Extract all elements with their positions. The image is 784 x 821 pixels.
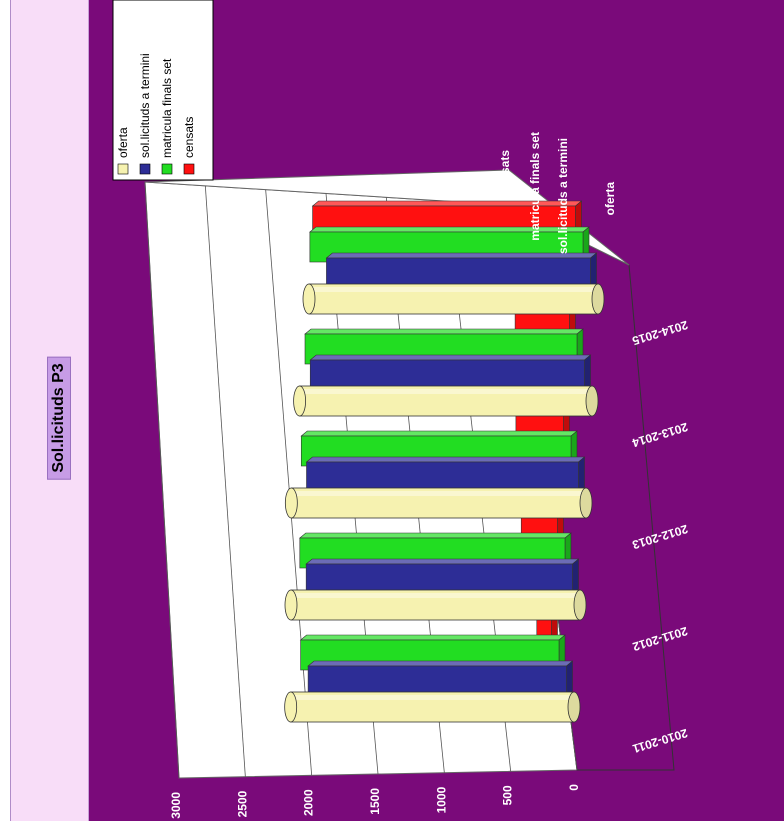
bar-end-face bbox=[572, 558, 579, 595]
gridline bbox=[204, 185, 246, 777]
legend-label: oferta bbox=[116, 127, 130, 158]
legend: oferta sol.licituds a termini matricula fi… bbox=[112, 0, 214, 181]
value-tick-label: 1000 bbox=[434, 786, 448, 813]
legend-label: matricula finals set bbox=[160, 58, 174, 158]
depth-label: oferta bbox=[603, 182, 617, 216]
page-title: Sol.licituds P3 bbox=[47, 356, 71, 480]
bar-sol-licituds-a-termini-2011-2012 bbox=[305, 558, 580, 595]
value-tick-label: 0 bbox=[567, 784, 581, 791]
bar-top bbox=[309, 354, 592, 361]
legend-label: sol.licituds a termini bbox=[138, 53, 152, 158]
bar-oferta-2012-2013 bbox=[284, 487, 593, 519]
chart-svg: 0500100015002000250030002010-20112011-20… bbox=[89, 0, 784, 821]
bar-highlight bbox=[309, 287, 598, 292]
bar-top bbox=[309, 226, 590, 233]
bar-top bbox=[305, 456, 586, 463]
bar-oferta-2014-2015 bbox=[302, 283, 605, 315]
gridline bbox=[265, 189, 313, 776]
left-panel: Sol.licituds P3 bbox=[10, 0, 89, 821]
chart-area: 0 500 1000 1500 2000 2500 3000 2010-2011 2011-20… bbox=[89, 0, 784, 821]
bar-top bbox=[298, 532, 572, 539]
value-tick-label: 2000 bbox=[302, 789, 316, 816]
bar-front bbox=[309, 359, 585, 391]
bar-highlight bbox=[291, 491, 586, 496]
bar-end bbox=[293, 385, 307, 417]
bar-top bbox=[304, 328, 584, 335]
depth-label: matricula finals set bbox=[528, 132, 542, 241]
bar-end-face bbox=[590, 252, 597, 289]
bar-end bbox=[284, 691, 298, 723]
bar-end bbox=[284, 589, 298, 621]
bar-end-face bbox=[584, 354, 591, 391]
gridline bbox=[144, 181, 180, 779]
bar-cap bbox=[573, 589, 587, 621]
value-tick-label: 500 bbox=[501, 785, 515, 805]
bar-end-face bbox=[578, 456, 585, 493]
legend-label: censats bbox=[182, 117, 196, 158]
bar-sol-licituds-a-termini-2014-2015 bbox=[325, 252, 598, 289]
legend-swatch bbox=[117, 163, 129, 175]
bar-oferta-2013-2014 bbox=[293, 385, 599, 417]
bar-sol-licituds-a-termini-2012-2013 bbox=[305, 456, 586, 493]
bar-end bbox=[302, 283, 316, 315]
bar-oferta-2010-2011 bbox=[284, 691, 581, 723]
bar-front bbox=[326, 257, 591, 289]
bar-cap bbox=[585, 385, 599, 417]
bar-front bbox=[305, 563, 573, 595]
bar-oferta-2011-2012 bbox=[284, 589, 587, 621]
bar-top bbox=[300, 430, 578, 437]
bar-sol-licituds-a-termini-2010-2011 bbox=[307, 660, 574, 697]
bar-top bbox=[305, 558, 580, 565]
bar-cap bbox=[579, 487, 593, 519]
value-tick-label: 1500 bbox=[368, 788, 382, 815]
legend-box bbox=[112, 0, 214, 181]
bar-front bbox=[307, 665, 567, 697]
value-tick-label: 3000 bbox=[169, 792, 183, 819]
depth-label: censats bbox=[498, 150, 512, 195]
legend-swatch bbox=[161, 163, 173, 175]
value-tick-label: 2500 bbox=[235, 790, 249, 817]
bar-end bbox=[284, 487, 298, 519]
value-axis: 0 500 1000 1500 2000 2500 3000 bbox=[169, 784, 581, 819]
bar-cap bbox=[567, 691, 581, 723]
bar-front bbox=[306, 461, 579, 493]
bar-top bbox=[307, 660, 574, 667]
bar-cap bbox=[591, 283, 605, 315]
bar-highlight bbox=[290, 695, 574, 700]
legend-swatch bbox=[139, 163, 151, 175]
bar-end-face bbox=[566, 660, 573, 697]
bar-top bbox=[299, 634, 566, 641]
bar-highlight bbox=[299, 389, 592, 394]
legend-swatch bbox=[183, 163, 195, 175]
bar-highlight bbox=[291, 593, 580, 598]
depth-label: sol.licituds a termini bbox=[556, 138, 570, 254]
bar-sol-licituds-a-termini-2013-2014 bbox=[309, 354, 592, 391]
